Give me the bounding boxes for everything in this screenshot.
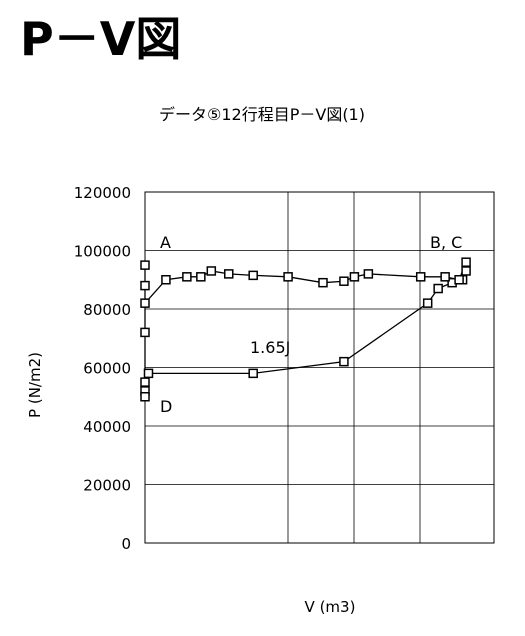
data-point [182,272,192,282]
annotation: 1.65J [250,338,290,357]
data-point [339,276,349,286]
data-point [140,392,150,402]
data-point [440,272,450,282]
data-point [363,269,374,279]
data-point [349,272,360,282]
y-tick-label: 20000 [83,477,131,495]
y-tick-label: 40000 [83,418,131,436]
x-axis-label: V (m3) [305,598,356,616]
data-point [224,269,234,279]
y-tick-label: 100000 [74,243,131,261]
data-point [248,270,258,281]
data-point [433,283,443,294]
data-point [140,377,150,387]
data-point [461,266,471,276]
y-tick-label: 0 [121,535,131,553]
data-point [454,275,464,285]
data-point [140,298,150,308]
annotation: B, C [430,233,462,252]
data-point [140,260,150,270]
y-tick-label: 120000 [74,184,131,202]
y-axis-label: P (N/m2) [26,352,44,418]
chart-title: データ⑤12行程目P－V図(1) [159,105,365,124]
annotation: D [160,397,172,416]
y-tick-label: 60000 [83,360,131,378]
data-line [144,261,467,397]
data-point [248,368,258,379]
data-point [283,272,293,282]
page-title: P－V図 [20,12,181,66]
data-point [422,298,433,308]
annotation: A [160,233,171,252]
data-point [206,266,217,276]
data-point [196,272,206,282]
data-point [318,277,328,288]
y-tick-label: 80000 [83,301,131,319]
data-point [140,280,150,291]
data-point [161,275,171,285]
data-point [461,257,471,267]
data-point [143,368,154,379]
data-point [415,272,426,282]
data-point [339,356,349,367]
data-point [140,327,150,338]
